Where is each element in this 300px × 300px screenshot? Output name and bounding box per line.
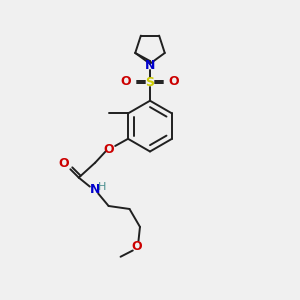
Text: O: O: [58, 157, 69, 170]
Text: H: H: [98, 182, 106, 192]
Text: O: O: [169, 75, 179, 88]
Text: O: O: [103, 143, 114, 156]
Text: O: O: [121, 75, 131, 88]
Text: O: O: [132, 240, 142, 253]
Text: N: N: [145, 59, 155, 72]
Text: N: N: [90, 183, 101, 196]
Text: S: S: [146, 76, 154, 89]
